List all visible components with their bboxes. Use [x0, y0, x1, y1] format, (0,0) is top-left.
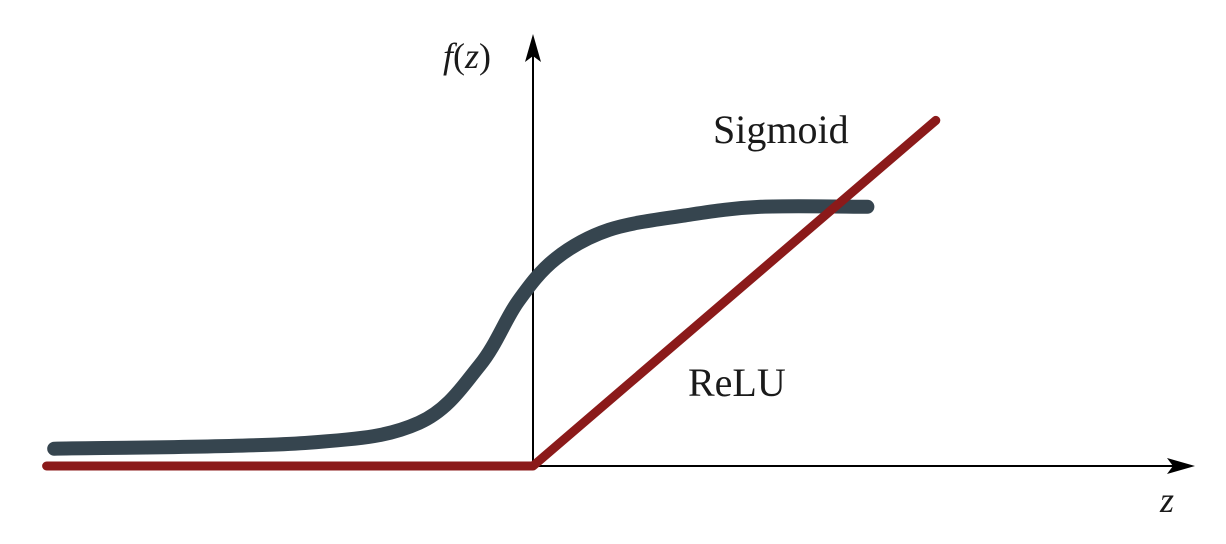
- y-axis-label-open: (: [453, 36, 465, 76]
- y-axis: [525, 34, 541, 466]
- y-axis-label-close: ): [479, 36, 491, 76]
- x-axis-label: z: [1159, 480, 1174, 520]
- sigmoid-label: Sigmoid: [713, 107, 849, 152]
- y-axis-arrow: [525, 34, 541, 62]
- sigmoid-curve: [47, 199, 875, 456]
- y-axis-label-arg: z: [464, 36, 479, 76]
- x-axis-arrow: [1167, 458, 1195, 474]
- relu-label: ReLU: [688, 360, 786, 405]
- y-axis-label: f(z): [443, 36, 491, 76]
- series-layer: [42, 115, 941, 471]
- relu-curve: [42, 115, 941, 471]
